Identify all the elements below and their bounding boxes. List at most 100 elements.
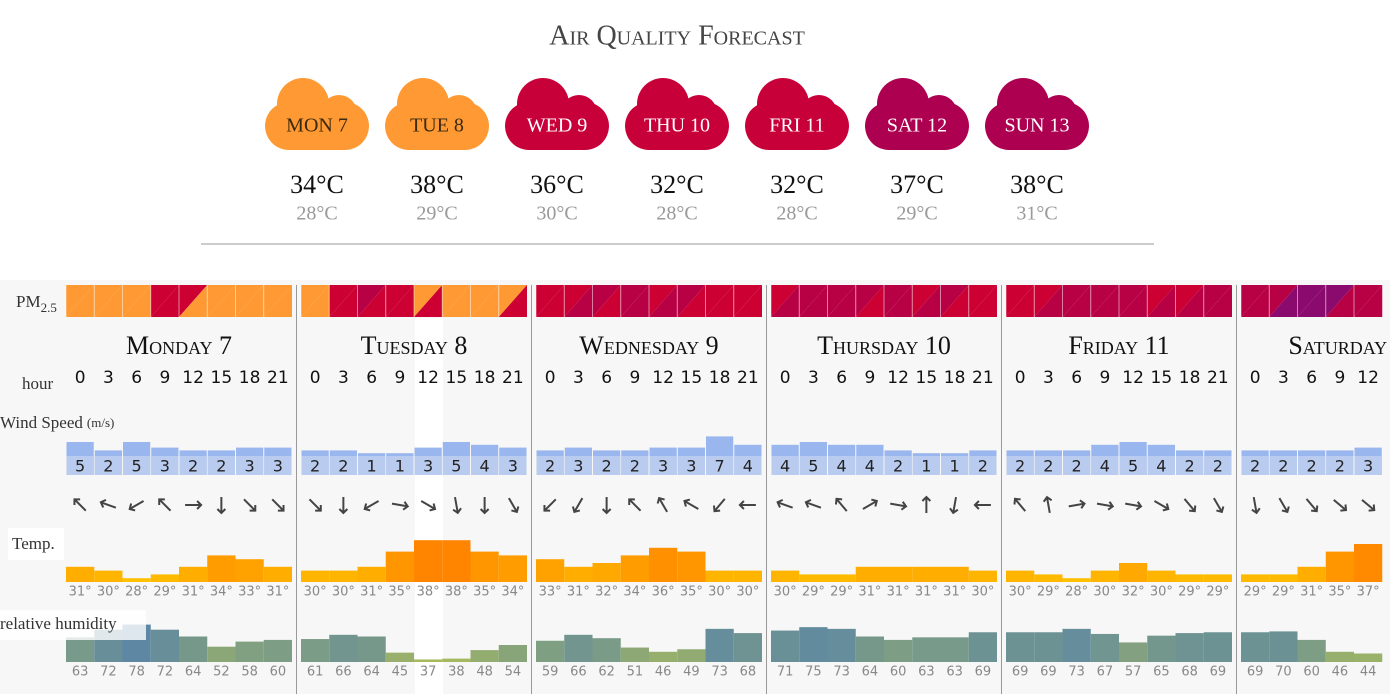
hour-label: 6 (366, 368, 377, 388)
humidity-value: 68 (740, 665, 757, 680)
humidity-bar (620, 647, 649, 662)
temp-bar (799, 574, 828, 582)
temp-value: 29° (1244, 585, 1267, 600)
pm25-cell (329, 285, 358, 317)
humidity-value: 71 (777, 665, 794, 680)
wind-bar-base (1006, 456, 1034, 475)
wind-value: 1 (367, 457, 377, 476)
wind-value: 4 (865, 457, 875, 476)
temp-value: 29° (1178, 585, 1201, 600)
pm25-cell (649, 285, 678, 317)
temp-value: 34° (623, 585, 646, 600)
humidity-bar (498, 645, 527, 662)
temp-bar (1034, 574, 1063, 582)
temp-bar (1119, 563, 1148, 582)
humidity-bar (1147, 635, 1176, 662)
wind-direction-arrow (738, 500, 756, 510)
temp-value: 37° (1357, 585, 1380, 600)
wind-value: 2 (1278, 457, 1288, 476)
pm-label-sub: 2.5 (41, 300, 57, 315)
cloud-bump (757, 78, 809, 130)
temp-value: 30° (304, 585, 327, 600)
hour-label: 15 (211, 368, 233, 388)
hour-label: 18 (1179, 368, 1201, 388)
hour-label: 15 (681, 368, 703, 388)
humidity-value: 72 (100, 665, 117, 680)
wind-bar-base (1269, 456, 1297, 475)
wind-value: 3 (273, 457, 283, 476)
wind-value: 3 (423, 457, 433, 476)
wind-direction-arrow (834, 497, 848, 512)
pm25-cell (677, 285, 706, 317)
hour-label: 21 (267, 368, 289, 388)
day-title: Friday 11 (1068, 331, 1169, 360)
day-label: WED 9 (527, 115, 588, 137)
pm25-cell (1119, 285, 1148, 317)
temp-value: 36° (652, 585, 675, 600)
temp-value: 28° (125, 585, 148, 600)
pm25-cell (1006, 285, 1035, 317)
cloud-bump (397, 78, 449, 130)
humidity-bar (207, 646, 236, 662)
humidity-value: 60 (1303, 665, 1320, 680)
temp-value: 33° (539, 585, 562, 600)
wind-value: 7 (715, 457, 725, 476)
humidity-value: 37 (420, 665, 437, 680)
wind-bar-base (593, 456, 621, 475)
wind-direction-arrow (391, 501, 410, 511)
humidity-label-box (0, 610, 146, 640)
hour-label: 12 (1122, 368, 1144, 388)
wind-direction-arrow (1183, 498, 1197, 513)
wind-bar-base (329, 456, 357, 475)
temp-value: 29° (1272, 585, 1295, 600)
wind-direction-arrow (776, 498, 793, 509)
pm25-cell (150, 285, 179, 317)
pm25-cell (940, 285, 969, 317)
humidity-value: 64 (363, 665, 380, 680)
pm25-cell (968, 285, 997, 317)
temp-value: 38° (417, 585, 440, 600)
hour-label: 12 (182, 368, 204, 388)
temp-value: 29° (153, 585, 176, 600)
humidity-value: 68 (1181, 665, 1198, 680)
humidity-value: 60 (890, 665, 907, 680)
pm25-cell (470, 285, 499, 317)
temp-value: 38° (445, 585, 468, 600)
wind-value: 4 (743, 457, 753, 476)
hour-label: 6 (131, 368, 142, 388)
humidity-value: 75 (805, 665, 822, 680)
wind-direction-arrow (479, 497, 490, 515)
temp-value: 32° (1122, 585, 1145, 600)
temp-bar (827, 574, 856, 582)
wind-direction-arrow (1096, 501, 1115, 511)
wind-direction-arrow (99, 498, 117, 509)
wind-value: 2 (338, 457, 348, 476)
hour-label: 0 (1250, 368, 1261, 388)
low-temp: 28°C (656, 203, 697, 225)
humidity-bar (357, 636, 386, 662)
wind-bar-base (94, 456, 122, 475)
temp-bar (1325, 551, 1354, 582)
wind-bar-base (564, 456, 592, 475)
humidity-value: 61 (307, 665, 324, 680)
pm25-cell (620, 285, 649, 317)
wind-value: 3 (160, 457, 170, 476)
humidity-bar (771, 630, 800, 662)
pm25-cell (498, 285, 527, 317)
pm25-cell (536, 285, 565, 317)
hour-label: 6 (1071, 368, 1082, 388)
temp-label: Temp. (12, 534, 55, 553)
hour-label: 21 (502, 368, 524, 388)
pm25-cell (855, 285, 884, 317)
wind-value: 5 (451, 457, 461, 476)
low-temp: 30°C (536, 203, 577, 225)
day-label: TUE 8 (410, 115, 464, 137)
wind-bar-base (414, 456, 442, 475)
wind-bar-base (1354, 456, 1382, 475)
bar-layer (65, 285, 1383, 662)
temp-value: 30° (1150, 585, 1173, 600)
wind-bar-base (151, 456, 179, 475)
humidity-bar (912, 637, 941, 662)
temp-value: 32° (595, 585, 618, 600)
